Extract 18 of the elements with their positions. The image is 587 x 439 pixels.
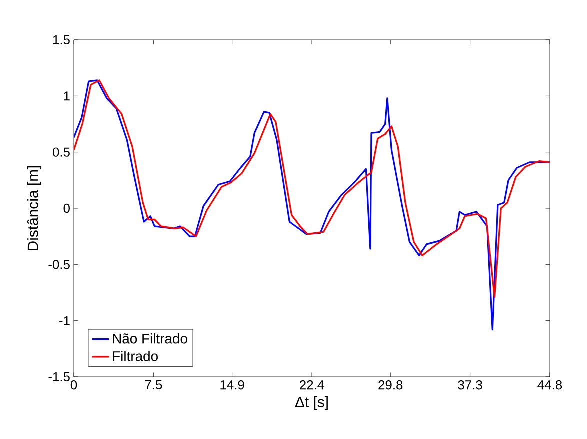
legend-label: Não Filtrado: [113, 334, 188, 344]
y-tick-label: -1: [60, 316, 70, 326]
legend-label: Filtrado: [113, 351, 158, 362]
x-tick-label: 22.4: [300, 380, 324, 390]
x-tick-label: 44.8: [538, 380, 562, 390]
y-tick-label: 0: [64, 204, 70, 214]
y-tick-label: -1.5: [48, 372, 70, 382]
x-axis-title: Δt [s]: [295, 396, 328, 410]
x-tick-label: 0: [70, 380, 78, 390]
x-tick-label: 7.5: [145, 380, 162, 390]
y-tick-label: 1.5: [53, 35, 70, 45]
y-tick-label: -0.5: [48, 260, 70, 270]
x-tick-label: 29.8: [378, 380, 403, 390]
x-tick-label: 37.3: [458, 380, 482, 390]
x-tick-label: 14.9: [220, 380, 244, 390]
y-tick-label: 0.5: [52, 148, 70, 157]
y-tick-label: 1: [64, 92, 70, 101]
y-axis-title: Distância [m]: [27, 166, 42, 250]
